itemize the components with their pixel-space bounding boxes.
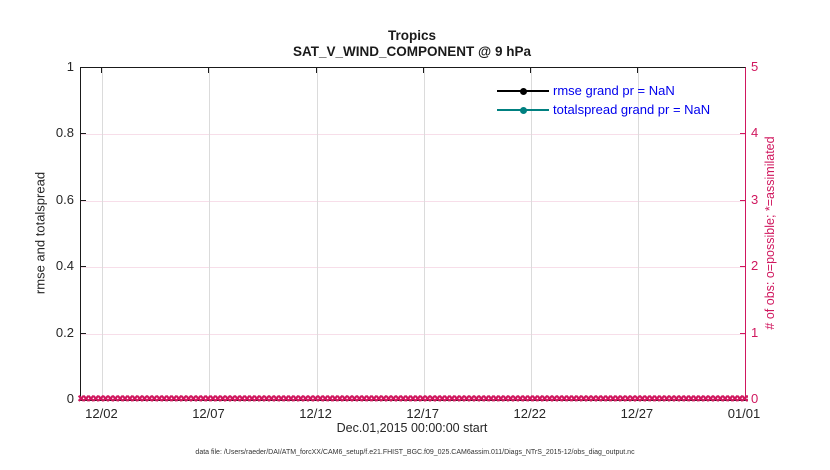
- x-tick-label: 12/27: [620, 406, 654, 421]
- plot-area: [80, 67, 746, 401]
- left-tick-label: 0.6: [55, 191, 74, 207]
- top-tick-mark: [529, 68, 531, 73]
- right-tick-label: 2: [751, 258, 759, 274]
- left-tick-mark: [81, 133, 86, 135]
- x-tick-label: 12/22: [513, 406, 547, 421]
- data-file-path: data file: /Users/raeder/DAI/ATM_forcXX/…: [195, 449, 635, 456]
- v-gridline: [423, 68, 425, 400]
- circle-marker-icon: [520, 107, 527, 114]
- top-tick-mark: [101, 68, 103, 73]
- v-gridline: [102, 68, 104, 400]
- right-tick-label: 0: [751, 391, 759, 406]
- v-gridline: [316, 68, 318, 400]
- left-tick-label: 1: [66, 59, 74, 74]
- top-tick-mark: [315, 68, 317, 73]
- right-tick-label: 4: [751, 125, 759, 141]
- h-gridline: [81, 267, 745, 269]
- legend: rmse grand pr = NaN totalspread grand pr …: [497, 81, 710, 119]
- legend-entry: rmse grand pr = NaN: [497, 81, 710, 100]
- left-tick-label: 0: [66, 391, 74, 406]
- x-tick-label: 01/01: [727, 406, 761, 421]
- v-gridline: [637, 68, 639, 400]
- top-tick-mark: [636, 68, 638, 73]
- left-tick-mark: [81, 332, 86, 334]
- v-gridline: [530, 68, 532, 400]
- x-tick-label: 12/17: [406, 406, 439, 421]
- x-tick-label: 12/02: [85, 406, 118, 421]
- circle-marker-icon: [520, 88, 527, 95]
- legend-line-marker: [497, 100, 549, 119]
- chart-subtitle: SAT_V_WIND_COMPONENT @ 9 hPa: [293, 44, 531, 59]
- legend-entry: totalspread grand pr = NaN: [497, 100, 710, 119]
- left-tick-mark: [81, 199, 86, 201]
- x-tick-label: 12/07: [192, 406, 225, 421]
- zero-obs-marker-band: ✖✖✖✖✖✖✖✖✖✖✖✖✖✖✖✖✖✖✖✖✖✖✖✖✖✖✖✖✖✖✖✖✖✖✖✖✖✖✖✖…: [77, 395, 748, 404]
- legend-line-marker: [497, 81, 549, 100]
- right-tick-label: 3: [751, 191, 759, 207]
- x-tick-label: 12/12: [299, 406, 332, 421]
- top-tick-mark: [208, 68, 210, 73]
- right-tick-mark: [740, 332, 745, 334]
- right-tick-label: 1: [751, 324, 759, 340]
- x-axis-label: Dec.01,2015 00:00:00 start: [336, 421, 488, 435]
- right-tick-mark: [740, 266, 745, 268]
- h-gridline: [81, 200, 745, 202]
- left-axis-label: rmse and totalspread: [32, 171, 48, 295]
- right-tick-mark: [740, 199, 745, 201]
- legend-label: rmse grand pr = NaN: [553, 83, 675, 98]
- legend-label: totalspread grand pr = NaN: [553, 102, 711, 117]
- top-tick-mark: [422, 68, 424, 73]
- right-tick-mark: [740, 133, 745, 135]
- v-gridline: [209, 68, 211, 400]
- right-axis-label: # of obs: o=possible; *=assimilated: [763, 136, 777, 330]
- left-tick-label: 0.4: [55, 258, 74, 274]
- h-gridline: [81, 333, 745, 335]
- h-gridline: [81, 134, 745, 136]
- chart-title: Tropics: [387, 28, 436, 43]
- right-tick-label: 5: [751, 59, 759, 74]
- left-tick-label: 0.2: [55, 324, 74, 340]
- left-tick-mark: [81, 266, 86, 268]
- left-tick-label: 0.8: [55, 125, 74, 141]
